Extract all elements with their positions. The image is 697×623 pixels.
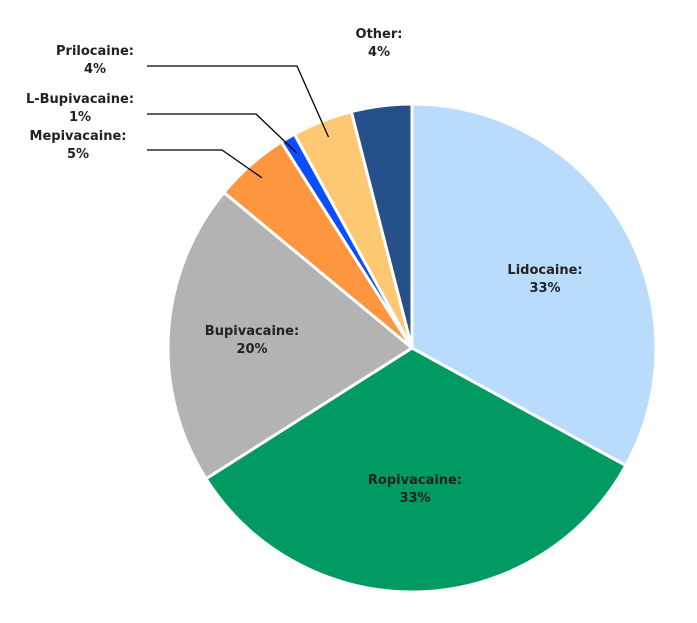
slice-label-bupivacaine: Bupivacaine: <box>205 324 299 339</box>
slice-labels: Lidocaine: 33% Ropivacaine: 33% Bupivacaine:… <box>26 27 583 506</box>
slice-label-ropivacaine: Ropivacaine: <box>368 473 462 488</box>
slice-percent-mepivacaine: 5% <box>67 147 89 162</box>
pie-slice-lidocaine <box>410 102 658 468</box>
leader-line-mepivacaine <box>147 149 263 179</box>
leader-line-l-bupivacaine <box>147 113 297 154</box>
slice-percent-bupivacaine: 20% <box>236 342 267 357</box>
slice-percent-l-bupivacaine: 1% <box>69 110 91 125</box>
pie-slices <box>166 102 658 594</box>
slice-label-l-bupivacaine: L-Bupivacaine: <box>26 92 134 107</box>
slice-label-prilocaine: Prilocaine: <box>56 44 134 59</box>
leader-line-prilocaine <box>147 65 330 138</box>
slice-percent-ropivacaine: 33% <box>399 491 430 506</box>
pie-slice-bupivacaine <box>166 190 414 481</box>
slice-label-other: Other: <box>356 27 403 42</box>
slice-label-mepivacaine: Mepivacaine: <box>30 129 127 144</box>
slice-label-lidocaine: Lidocaine: <box>507 263 582 278</box>
slice-percent-other: 4% <box>368 45 390 60</box>
pie-slice-other <box>349 102 414 350</box>
pie-slice-ropivacaine <box>204 346 628 594</box>
slice-percent-lidocaine: 33% <box>529 281 560 296</box>
leader-lines <box>147 65 330 179</box>
slice-percent-prilocaine: 4% <box>84 62 106 77</box>
